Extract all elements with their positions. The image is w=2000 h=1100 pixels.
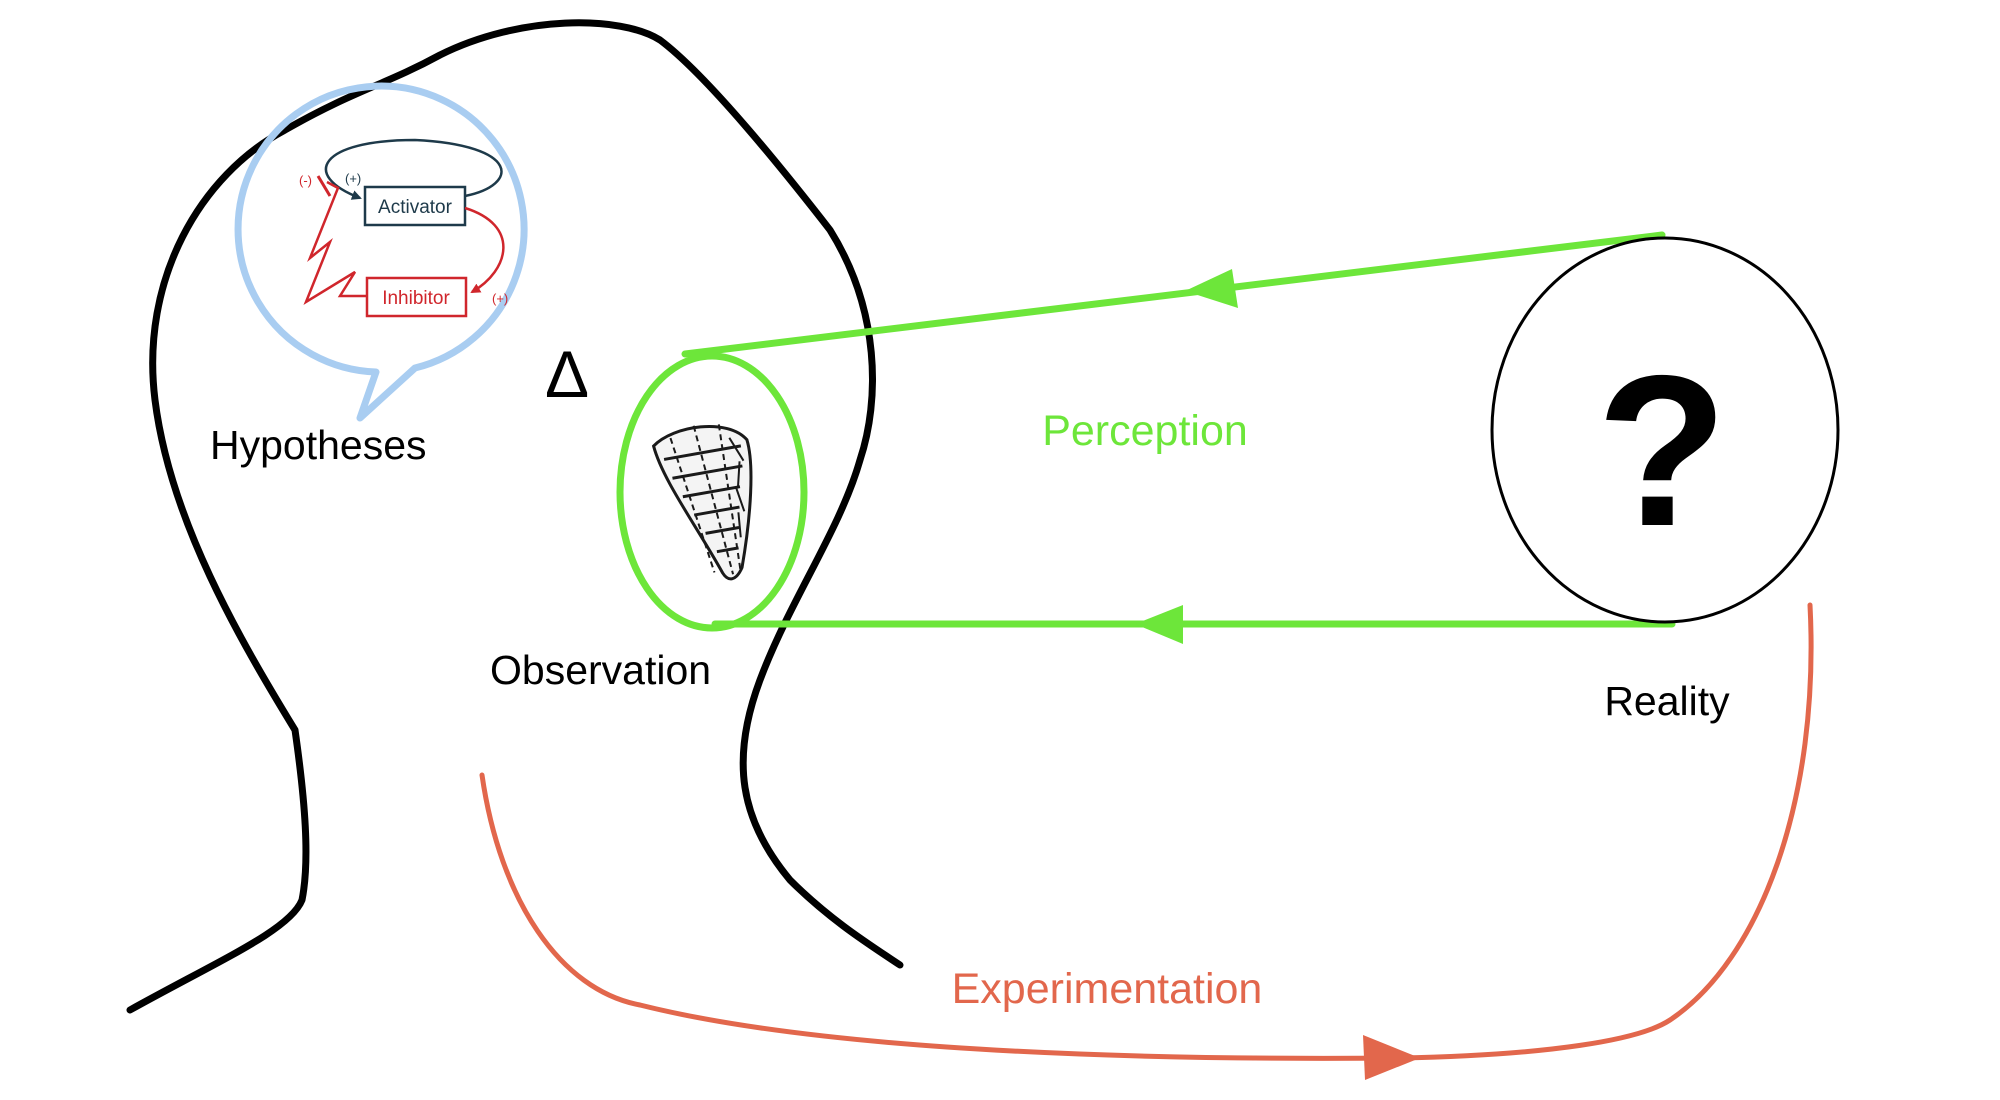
thought-bubble [234, 82, 528, 422]
activator-to-inhibitor-sign: (+) [492, 291, 508, 306]
observation-label: Observation [490, 647, 711, 693]
perception-lower-arrowhead [1135, 605, 1183, 644]
self-activation-loop [324, 138, 503, 200]
regulation-diagram: (+) Activator (+) Inhibitor (-) [299, 138, 508, 318]
experimentation-arrow-curve [479, 602, 1814, 1061]
perception-upper-arrowhead [1185, 269, 1238, 308]
activator-to-inhibitor-arrow [464, 206, 505, 294]
cone-shell-image [651, 424, 753, 581]
head-outline [126, 19, 904, 1014]
experimentation-label: Experimentation [952, 965, 1263, 1013]
self-activation-sign: (+) [345, 171, 361, 186]
reality-label: Reality [1604, 678, 1730, 724]
observation-ellipse [616, 352, 808, 632]
perception-beam [616, 231, 1676, 644]
reality-circle [1490, 236, 1840, 624]
activator-box [363, 185, 467, 227]
inhibitor-label: Inhibitor [382, 288, 450, 309]
question-mark: ? [1596, 330, 1727, 571]
inhibition-bar [316, 175, 332, 197]
perception-label: Perception [1042, 407, 1248, 455]
delta-symbol: Δ [545, 337, 589, 411]
inhibitor-to-activator-sign: (-) [299, 173, 312, 188]
perception-upper-line [681, 231, 1666, 358]
hypotheses-label: Hypotheses [210, 422, 427, 468]
experimentation-arrowhead [1363, 1035, 1420, 1080]
inhibitor-to-activator-link [303, 180, 367, 306]
activator-label: Activator [378, 197, 453, 218]
inhibitor-box [365, 276, 468, 318]
